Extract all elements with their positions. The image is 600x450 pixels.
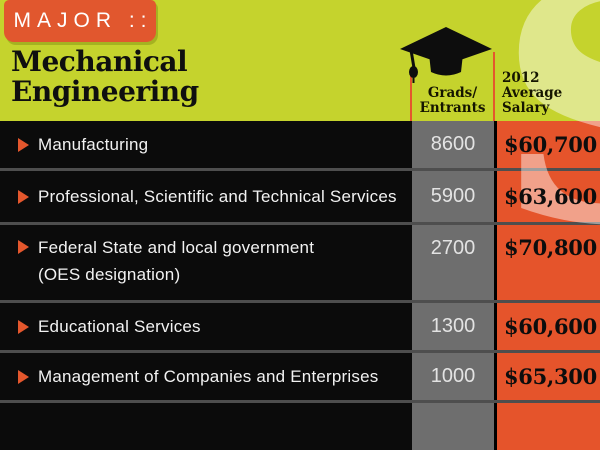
table-footer-row bbox=[0, 403, 600, 450]
salary-cell-empty bbox=[497, 403, 600, 450]
salary-value: $65,300 bbox=[504, 364, 597, 389]
column-gap bbox=[494, 171, 497, 222]
salary-cell: $60,700 bbox=[497, 121, 600, 168]
grads-column-header: Grads/ Entrants bbox=[410, 86, 495, 116]
grads-column-right-rule bbox=[493, 52, 495, 121]
row-divider bbox=[0, 168, 600, 171]
industry-cell: Federal State and local government (OES … bbox=[0, 225, 412, 300]
industry-label: Educational Services bbox=[38, 316, 201, 336]
row-divider bbox=[0, 400, 600, 403]
row-bullet-icon bbox=[18, 137, 29, 152]
grads-column-left-rule bbox=[410, 74, 412, 121]
salary-header-line-2: Average bbox=[502, 85, 563, 102]
salary-cell: $65,300 bbox=[497, 353, 600, 400]
salary-header-line-3: Salary bbox=[502, 100, 550, 117]
graduation-cap-icon bbox=[400, 27, 492, 83]
grads-cell: 1000 bbox=[412, 353, 494, 400]
column-gap bbox=[494, 403, 497, 450]
table-row: Management of Companies and Enterprises … bbox=[0, 353, 600, 400]
salary-header-line-1: 2012 bbox=[502, 70, 540, 87]
title-line-2: Engineering bbox=[11, 75, 199, 109]
table-row: Educational Services 1300 $60,600 bbox=[0, 303, 600, 350]
industry-cell: Educational Services bbox=[0, 303, 412, 350]
table-row: Manufacturing 8600 $60,700 bbox=[0, 121, 600, 168]
row-divider bbox=[0, 350, 600, 353]
table-row: Professional, Scientific and Technical S… bbox=[0, 171, 600, 222]
salary-column-header: 2012 Average Salary bbox=[502, 71, 562, 116]
grads-value: 1000 bbox=[430, 365, 476, 387]
industry-cell: Professional, Scientific and Technical S… bbox=[0, 171, 412, 222]
grads-cell-empty bbox=[412, 403, 494, 450]
salary-value: $60,700 bbox=[504, 132, 597, 157]
column-gap bbox=[494, 303, 497, 350]
industry-label-line-2: (OES designation) bbox=[38, 265, 181, 285]
grads-cell: 8600 bbox=[412, 121, 494, 168]
salary-cell: $70,800 bbox=[497, 225, 600, 300]
industry-table: Manufacturing 8600 $60,700 Professional,… bbox=[0, 121, 600, 450]
grads-cell: 2700 bbox=[412, 225, 494, 300]
grads-value: 1300 bbox=[430, 315, 476, 337]
grads-header-line-2: Entrants bbox=[419, 100, 486, 117]
grads-header-line-1: Grads/ bbox=[427, 85, 478, 102]
industry-label: Professional, Scientific and Technical S… bbox=[38, 186, 397, 206]
industry-label: Management of Companies and Enterprises bbox=[38, 366, 379, 386]
column-gap bbox=[494, 121, 497, 168]
industry-label: Manufacturing bbox=[38, 134, 149, 154]
industry-label: Federal State and local government (OES … bbox=[38, 234, 314, 288]
major-badge: MAJOR :: bbox=[4, 0, 156, 42]
row-bullet-icon bbox=[18, 369, 29, 384]
grads-value: 8600 bbox=[430, 133, 476, 155]
salary-cell: $60,600 bbox=[497, 303, 600, 350]
salary-value: $60,600 bbox=[504, 314, 597, 339]
grads-cell: 5900 bbox=[412, 171, 494, 222]
row-bullet-icon bbox=[18, 240, 29, 254]
row-bullet-icon bbox=[18, 189, 29, 204]
industry-cell: Management of Companies and Enterprises bbox=[0, 353, 412, 400]
grads-value: 5900 bbox=[430, 185, 476, 207]
row-divider bbox=[0, 222, 600, 225]
title-line-1: Mechanical bbox=[11, 45, 188, 78]
page-title: Mechanical Engineering bbox=[11, 45, 199, 109]
row-divider bbox=[0, 300, 600, 303]
salary-value: $70,800 bbox=[504, 235, 597, 260]
major-badge-label: MAJOR :: bbox=[13, 9, 153, 32]
industry-cell-empty bbox=[0, 403, 412, 450]
industry-cell: Manufacturing bbox=[0, 121, 412, 168]
column-gap bbox=[494, 225, 497, 300]
header: MAJOR :: Mechanical Engineering Grads/ E… bbox=[0, 0, 600, 121]
industry-label-line-1: Federal State and local government bbox=[38, 238, 315, 257]
grads-cell: 1300 bbox=[412, 303, 494, 350]
table-row: Federal State and local government (OES … bbox=[0, 225, 600, 300]
grads-value: 2700 bbox=[430, 237, 476, 259]
row-bullet-icon bbox=[18, 319, 29, 334]
column-gap bbox=[494, 353, 497, 400]
salary-value: $63,600 bbox=[504, 184, 597, 209]
salary-cell: $63,600 bbox=[497, 171, 600, 222]
